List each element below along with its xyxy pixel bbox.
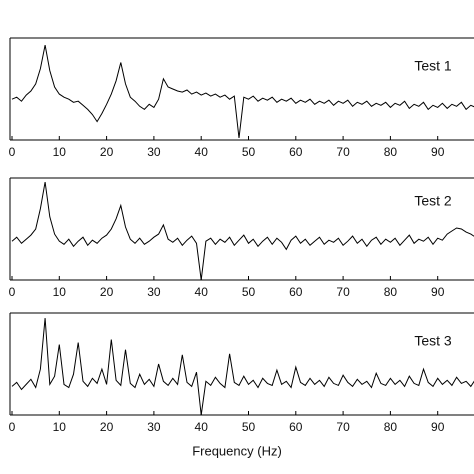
x-tick-label: 90 — [431, 145, 445, 159]
x-tick-label: 90 — [431, 285, 445, 299]
x-tick-label: 0 — [9, 420, 16, 434]
x-tick-label: 10 — [53, 145, 67, 159]
x-tick-label: 40 — [195, 145, 209, 159]
x-tick-label: 30 — [147, 420, 161, 434]
x-tick-label: 70 — [336, 285, 350, 299]
x-tick-label: 20 — [100, 145, 114, 159]
x-tick-label: 60 — [289, 420, 303, 434]
x-tick-label: 0 — [9, 145, 16, 159]
x-tick-label: 20 — [100, 285, 114, 299]
x-tick-label: 30 — [147, 285, 161, 299]
annotation: Test 3 — [414, 333, 452, 349]
spectrum-line — [11, 45, 474, 139]
x-axis-label: Frequency (Hz) — [192, 443, 282, 458]
x-tick-label: 80 — [384, 420, 398, 434]
x-tick-label: 60 — [289, 145, 303, 159]
x-tick-label: 80 — [384, 145, 398, 159]
x-tick-label: 0 — [9, 285, 16, 299]
x-tick-label: 40 — [195, 285, 209, 299]
x-tick-label: 40 — [195, 420, 209, 434]
x-tick-label: 50 — [242, 145, 256, 159]
x-tick-label: 30 — [147, 145, 161, 159]
x-tick-label: 80 — [384, 285, 398, 299]
x-tick-label: 50 — [242, 285, 256, 299]
annotation: Test 1 — [414, 58, 452, 74]
x-tick-label: 50 — [242, 420, 256, 434]
annotation: Test 2 — [414, 193, 452, 209]
x-tick-label: 20 — [100, 420, 114, 434]
x-tick-label: 70 — [336, 145, 350, 159]
x-tick-label: 90 — [431, 420, 445, 434]
x-tick-label: 70 — [336, 420, 350, 434]
x-tick-label: 10 — [53, 285, 67, 299]
x-tick-label: 60 — [289, 285, 303, 299]
spectrum-line — [11, 318, 474, 416]
x-tick-label: 10 — [53, 420, 67, 434]
spectrum-line — [11, 182, 474, 281]
